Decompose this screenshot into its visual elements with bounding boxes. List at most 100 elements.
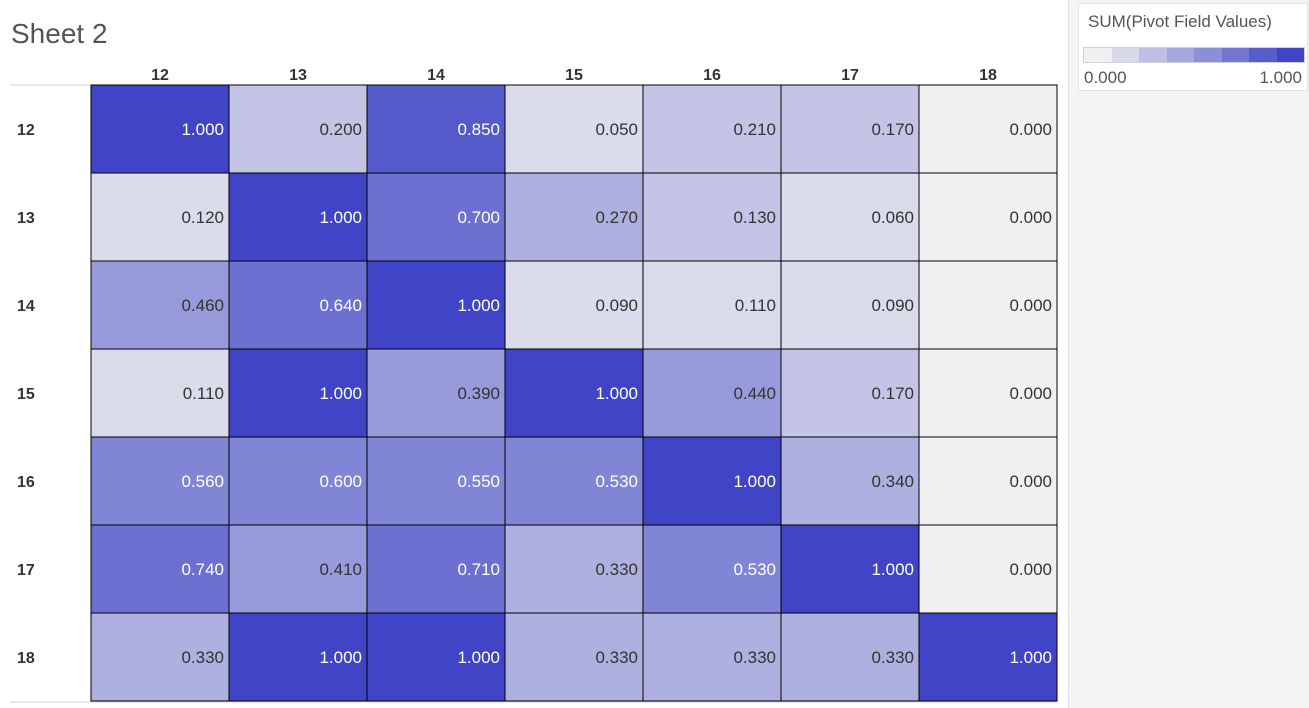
heatmap-cell[interactable]: [642, 348, 782, 438]
cell-value-label: 0.130: [733, 208, 776, 227]
cell-value-label: 0.340: [871, 472, 914, 491]
row-header-16[interactable]: 16: [17, 474, 35, 491]
heatmap-cell[interactable]: [780, 260, 920, 350]
heatmap-cell[interactable]: [366, 348, 506, 438]
cell-value-label: 0.710: [457, 560, 500, 579]
heatmap-cell[interactable]: [228, 172, 368, 262]
heatmap-cell[interactable]: [780, 84, 920, 174]
cell-value-label: 1.000: [181, 120, 224, 139]
cell-value-label: 0.060: [871, 208, 914, 227]
heatmap-cell[interactable]: [642, 84, 782, 174]
cell-value-label: 0.460: [181, 296, 224, 315]
row-header-12[interactable]: 12: [17, 122, 35, 139]
legend-color-ramp: [1083, 47, 1305, 63]
cell-value-label: 0.410: [319, 560, 362, 579]
cell-value-label: 0.000: [1009, 296, 1052, 315]
cell-value-label: 1.000: [457, 296, 500, 315]
heatmap-cell[interactable]: [228, 612, 368, 702]
cell-value-label: 1.000: [733, 472, 776, 491]
heatmap-cell[interactable]: [780, 436, 920, 526]
heatmap-cell[interactable]: [366, 524, 506, 614]
heatmap-cell[interactable]: [228, 436, 368, 526]
cell-value-label: 1.000: [457, 648, 500, 667]
heatmap-cell[interactable]: [504, 348, 644, 438]
heatmap-cell[interactable]: [90, 524, 230, 614]
heatmap-cell[interactable]: [90, 260, 230, 350]
cell-value-label: 0.640: [319, 296, 362, 315]
cell-value-label: 0.560: [181, 472, 224, 491]
cell-value-label: 0.110: [735, 296, 776, 315]
cell-value-label: 0.000: [1009, 120, 1052, 139]
cell-value-label: 0.000: [1009, 384, 1052, 403]
heatmap-cell[interactable]: [366, 260, 506, 350]
sheet-title: Sheet 2: [11, 18, 108, 49]
cell-value-label: 0.170: [871, 384, 914, 403]
legend-color-step: [1276, 48, 1304, 62]
heatmap-cell[interactable]: [918, 172, 1058, 262]
heatmap-cell[interactable]: [90, 84, 230, 174]
cell-value-label: 0.550: [457, 472, 500, 491]
heatmap-cell[interactable]: [918, 260, 1058, 350]
legend-color-step: [1139, 48, 1167, 62]
legend-min-label: 0.000: [1084, 68, 1127, 87]
heatmap-cell[interactable]: [780, 612, 920, 702]
heatmap-cell[interactable]: [228, 260, 368, 350]
cell-value-label: 1.000: [319, 208, 362, 227]
cell-value-label: 1.000: [871, 560, 914, 579]
heatmap-cell[interactable]: [642, 612, 782, 702]
legend-title: SUM(Pivot Field Values): [1088, 12, 1272, 31]
heatmap-cell[interactable]: [918, 612, 1058, 702]
heatmap-cell[interactable]: [228, 524, 368, 614]
cell-value-label: 0.200: [319, 120, 362, 139]
heatmap-cell[interactable]: [918, 524, 1058, 614]
heatmap-cell[interactable]: [504, 524, 644, 614]
heatmap-cell[interactable]: [918, 436, 1058, 526]
column-header-13[interactable]: 13: [289, 67, 307, 84]
row-header-14[interactable]: 14: [17, 298, 35, 315]
row-header-15[interactable]: 15: [17, 386, 35, 403]
cell-value-label: 0.270: [595, 208, 638, 227]
heatmap-cell[interactable]: [504, 172, 644, 262]
column-header-12[interactable]: 12: [151, 67, 169, 84]
column-header-17[interactable]: 17: [841, 67, 859, 84]
heatmap-cell[interactable]: [90, 348, 230, 438]
row-header-18[interactable]: 18: [17, 650, 35, 667]
heatmap-cell[interactable]: [90, 436, 230, 526]
heatmap-cell[interactable]: [780, 524, 920, 614]
heatmap-cell[interactable]: [228, 348, 368, 438]
legend-color-step: [1111, 48, 1139, 62]
legend-color-step: [1249, 48, 1277, 62]
heatmap-cell[interactable]: [918, 84, 1058, 174]
column-header-18[interactable]: 18: [979, 67, 997, 84]
heatmap-cell[interactable]: [780, 348, 920, 438]
cell-value-label: 1.000: [319, 648, 362, 667]
legend-color-step: [1166, 48, 1194, 62]
heatmap-cell[interactable]: [504, 260, 644, 350]
column-header-16[interactable]: 16: [703, 67, 721, 84]
heatmap-cell[interactable]: [642, 260, 782, 350]
legend-color-step: [1221, 48, 1249, 62]
cell-value-label: 0.110: [183, 384, 224, 403]
heatmap-cell[interactable]: [918, 348, 1058, 438]
heatmap-cell[interactable]: [366, 84, 506, 174]
heatmap-cell[interactable]: [366, 172, 506, 262]
heatmap-cell[interactable]: [90, 612, 230, 702]
cell-value-label: 0.530: [733, 560, 776, 579]
column-header-15[interactable]: 15: [565, 67, 583, 84]
cell-value-label: 0.330: [595, 560, 638, 579]
legend-color-step: [1194, 48, 1222, 62]
column-headers: 12 13 14 15 16 17 18: [151, 67, 997, 84]
cell-value-label: 0.530: [595, 472, 638, 491]
heatmap-cell[interactable]: [780, 172, 920, 262]
cell-value-label: 0.850: [457, 120, 500, 139]
row-header-17[interactable]: 17: [17, 562, 35, 579]
heatmap-chart: 12 13 14 15 16 17 18 12 13 14 15 16 17 18 1.000 0.200…: [10, 67, 1058, 703]
cell-value-label: 0.330: [733, 648, 776, 667]
column-header-14[interactable]: 14: [427, 67, 445, 84]
heatmap-cell[interactable]: [366, 612, 506, 702]
heatmap-cell[interactable]: [504, 612, 644, 702]
cell-value-label: 0.390: [457, 384, 500, 403]
heatmap-cell[interactable]: [504, 84, 644, 174]
row-header-13[interactable]: 13: [17, 210, 35, 227]
color-legend[interactable]: SUM(Pivot Field Values) 0.000 1.000: [1078, 3, 1308, 91]
